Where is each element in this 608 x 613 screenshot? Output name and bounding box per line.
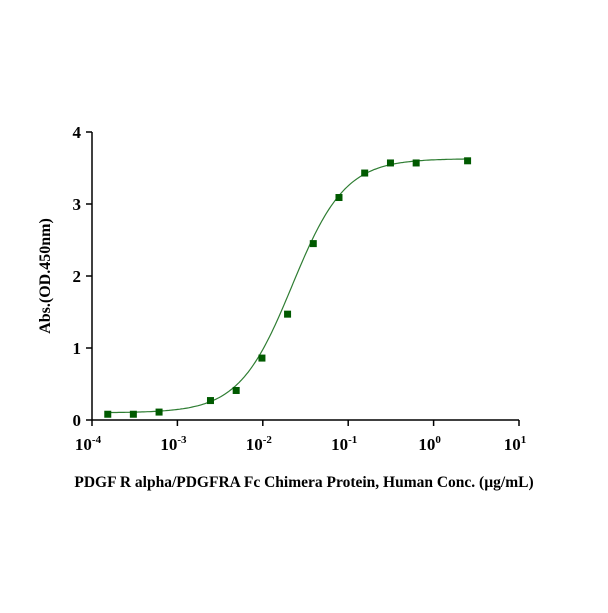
data-point [232,386,240,394]
x-tick-label: 101 [504,434,527,454]
y-tick-label: 0 [73,411,82,430]
y-tick-label: 4 [73,123,82,142]
data-point [284,310,292,318]
y-axis-label: Abs.(OD.450nm) [37,218,54,334]
fit-curve [107,158,468,414]
data-point [464,157,472,165]
x-axis-label: PDGF R alpha/PDGFRA Fc Chimera Protein, … [74,474,533,491]
x-tick-label: 100 [418,434,441,454]
data-point [155,408,163,416]
y-tick-label: 2 [73,267,82,286]
data-point [361,169,369,177]
data-point [104,410,112,418]
data-point [412,159,420,167]
x-tick-label: 10-3 [160,434,187,454]
data-point [335,194,343,202]
x-tick-label: 10-2 [246,434,273,454]
x-tick-label: 10-1 [331,434,357,454]
data-point [129,410,137,418]
x-tick-label: 10-4 [75,434,102,454]
y-tick-label: 3 [73,195,82,214]
data-point [309,240,317,248]
data-point [386,159,394,167]
data-point [206,397,214,405]
data-point [258,354,266,362]
y-tick-label: 1 [73,339,82,358]
